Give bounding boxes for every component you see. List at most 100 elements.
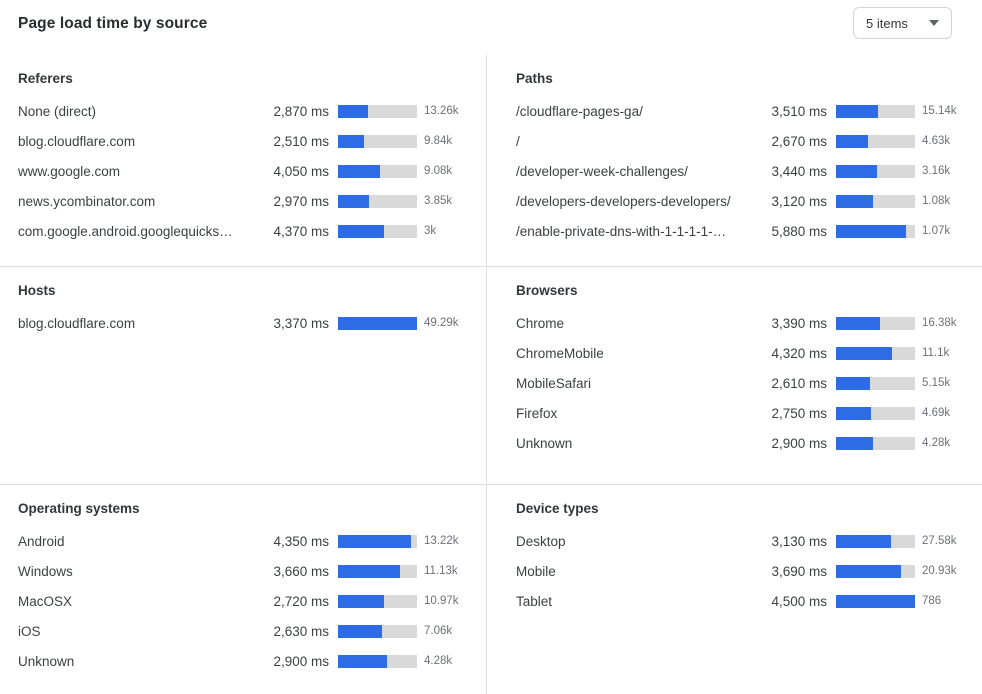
panel-title: Operating systems: [18, 501, 140, 516]
load-time-value: 2,670 ms: [771, 133, 827, 149]
metric-label: ChromeMobile: [516, 345, 604, 361]
load-time-bar-fill: [338, 564, 400, 578]
load-time-value: 2,630 ms: [273, 623, 329, 639]
metric-label: MacOSX: [18, 593, 73, 609]
metric-label: Unknown: [516, 435, 573, 451]
load-time-bar: [836, 406, 915, 420]
items-count-dropdown[interactable]: 5 items: [853, 7, 952, 39]
metric-row: blog.cloudflare.com 3,370 ms 49.29k: [18, 308, 472, 338]
metric-label: com.google.android.googlequicksearc...: [18, 223, 233, 239]
visit-count: 1.08k: [922, 195, 951, 207]
metric-row: /cloudflare-pages-ga/3,510 ms 15.14k: [516, 96, 970, 126]
metric-label: MobileSafari: [516, 375, 592, 391]
load-time-value: 3,660 ms: [273, 563, 329, 579]
visit-count: 5.15k: [922, 377, 951, 389]
load-time-value: 4,500 ms: [771, 593, 827, 609]
visit-count: 16.38k: [922, 317, 957, 329]
metric-row: Mobile 3,690 ms 20.93k: [516, 556, 970, 586]
metric-label: www.google.com: [18, 163, 121, 179]
visit-count: 3.85k: [424, 195, 453, 207]
visit-count: 9.84k: [424, 135, 453, 147]
load-time-value: 3,390 ms: [771, 315, 827, 331]
load-time-bar: [338, 134, 417, 148]
metric-label: Tablet: [516, 593, 553, 609]
load-time-value: 2,970 ms: [273, 193, 329, 209]
metric-row: Windows 3,660 ms 11.13k: [18, 556, 472, 586]
load-time-bar: [338, 164, 417, 178]
load-time-bar-fill: [836, 594, 915, 608]
load-time-bar-fill: [338, 654, 387, 668]
load-time-bar-fill: [836, 346, 892, 360]
metric-label: None (direct): [18, 103, 97, 119]
load-time-value: 2,870 ms: [273, 103, 329, 119]
metric-row: / 2,670 ms 4.63k: [516, 126, 970, 156]
metric-row: Unknown 2,900 ms 4.28k: [18, 646, 472, 676]
load-time-value: 2,510 ms: [273, 133, 329, 149]
load-time-value: 3,120 ms: [771, 193, 827, 209]
metric-row: MacOSX 2,720 ms 10.97k: [18, 586, 472, 616]
metric-row: Firefox 2,750 ms 4.69k: [516, 398, 970, 428]
load-time-bar: [338, 624, 417, 638]
load-time-bar-fill: [836, 376, 870, 390]
metric-row: None (direct) 2,870 ms 13.26k: [18, 96, 472, 126]
load-time-bar-fill: [836, 534, 891, 548]
load-time-bar-fill: [338, 316, 417, 330]
load-time-bar-fill: [836, 316, 880, 330]
load-time-value: 2,900 ms: [771, 435, 827, 451]
metric-row: MobileSafari 2,610 ms 5.15k: [516, 368, 970, 398]
metric-row: Tablet 4,500 ms 786: [516, 586, 970, 616]
load-time-bar-fill: [836, 224, 906, 238]
load-time-value: 2,750 ms: [771, 405, 827, 421]
panel-title: Browsers: [516, 283, 578, 298]
metric-label: /enable-private-dns-with-1-1-1-1-on-...: [516, 223, 731, 239]
metric-label: /: [516, 133, 520, 149]
load-time-bar-fill: [836, 436, 874, 450]
load-time-value: 4,350 ms: [273, 533, 329, 549]
load-time-bar-fill: [338, 104, 369, 118]
visit-count: 13.26k: [424, 105, 459, 117]
metric-label: blog.cloudflare.com: [18, 315, 136, 331]
metric-row: blog.cloudflare.com 2,510 ms 9.84k: [18, 126, 472, 156]
panel-title: Referers: [18, 71, 73, 86]
load-time-value: 2,900 ms: [273, 653, 329, 669]
load-time-value: 5,880 ms: [771, 223, 827, 239]
load-time-bar: [338, 316, 417, 330]
metric-label: /developers-developers-developers/: [516, 193, 731, 209]
visit-count: 786: [922, 595, 942, 607]
load-time-bar: [836, 376, 915, 390]
metric-label: Mobile: [516, 563, 556, 579]
chevron-down-icon: [929, 20, 939, 26]
page-header: Page load time by source 5 items: [0, 0, 982, 55]
metric-row: /developer-week-challenges/3,440 ms 3.16k: [516, 156, 970, 186]
visit-count: 4.28k: [922, 437, 951, 449]
load-time-value: 3,510 ms: [771, 103, 827, 119]
metric-label: /cloudflare-pages-ga/: [516, 103, 643, 119]
load-time-bar-fill: [836, 134, 868, 148]
panel-referers: Referers None (direct) 2,870 ms 13.26k blog.…: [0, 55, 486, 266]
panels-grid: Referers None (direct) 2,870 ms 13.26k blog.…: [0, 55, 982, 694]
visit-count: 4.69k: [922, 407, 951, 419]
load-time-bar: [836, 534, 915, 548]
metric-label: Windows: [18, 563, 73, 579]
metric-label: iOS: [18, 623, 41, 639]
load-time-bar: [338, 194, 417, 208]
load-time-bar: [338, 224, 417, 238]
panel-hosts: Hosts blog.cloudflare.com 3,370 ms 49.29k: [0, 266, 486, 484]
load-time-bar: [836, 436, 915, 450]
visit-count: 27.58k: [922, 535, 957, 547]
panel-device-types: Device types Desktop 3,130 ms 27.58k Mobile 3…: [486, 484, 982, 694]
panel-title: Hosts: [18, 283, 56, 298]
load-time-bar: [836, 134, 915, 148]
load-time-bar-fill: [836, 406, 872, 420]
visit-count: 15.14k: [922, 105, 957, 117]
load-time-bar: [836, 194, 915, 208]
metric-row: Desktop 3,130 ms 27.58k: [516, 526, 970, 556]
load-time-bar-fill: [836, 164, 877, 178]
load-time-value: 4,320 ms: [771, 345, 827, 361]
load-time-bar-fill: [338, 594, 384, 608]
load-time-bar-fill: [338, 164, 381, 178]
visit-count: 20.93k: [922, 565, 957, 577]
visit-count: 3k: [424, 225, 437, 237]
visit-count: 4.63k: [922, 135, 951, 147]
visit-count: 9.08k: [424, 165, 453, 177]
